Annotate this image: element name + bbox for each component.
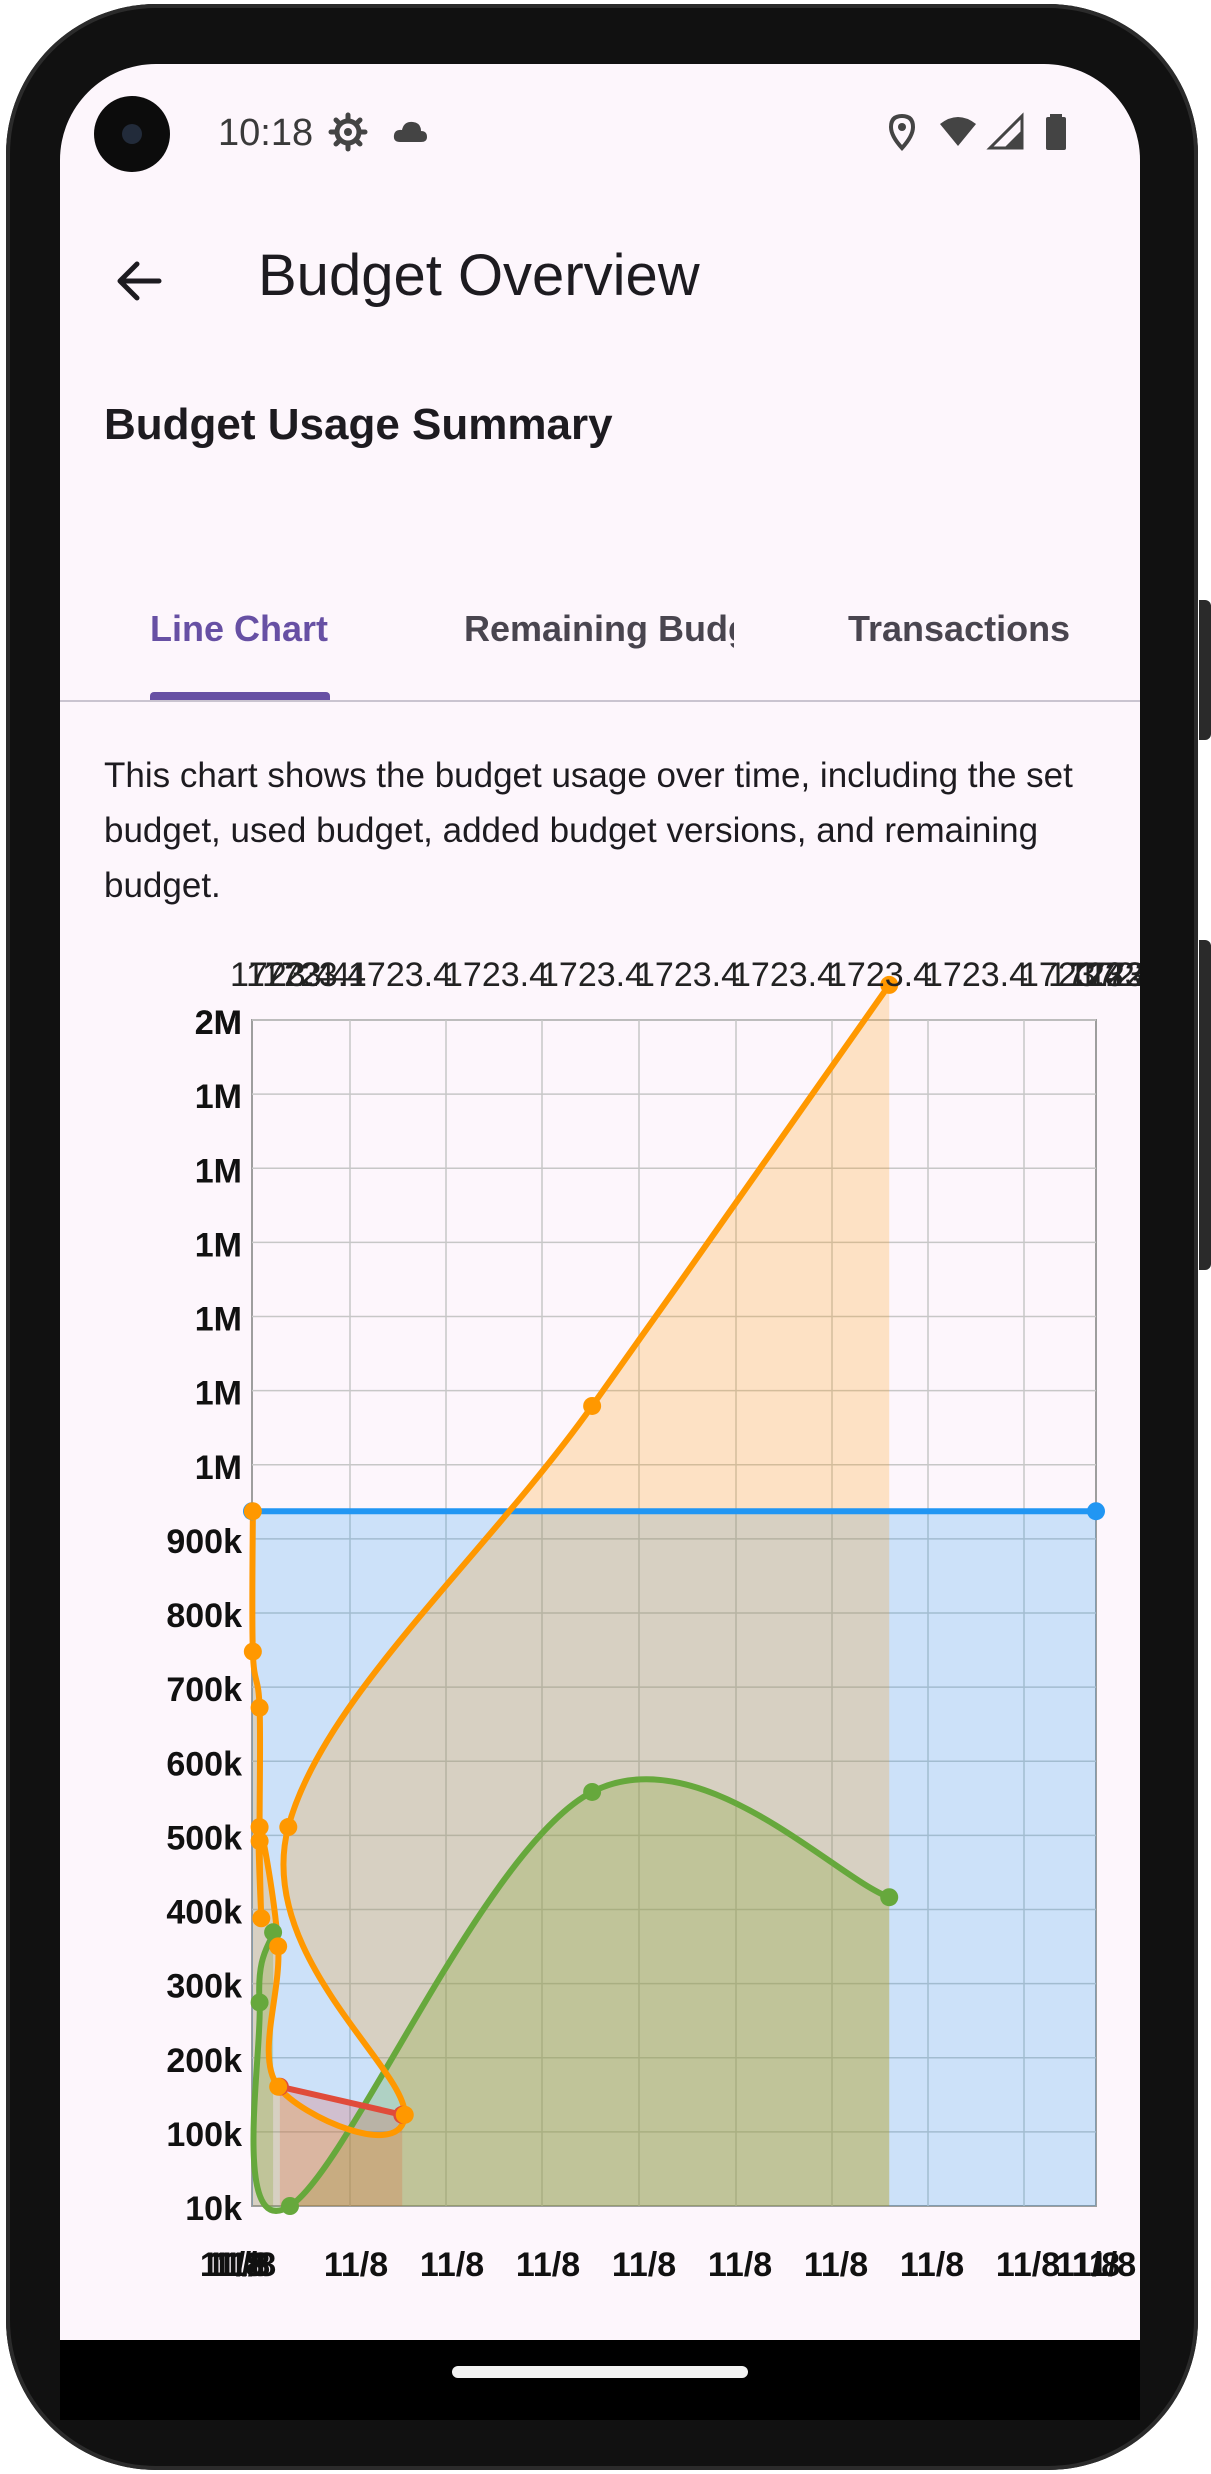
y-tick-label: 200k — [166, 2042, 242, 2080]
chart-data-points — [243, 975, 1105, 2215]
point-used_budget — [250, 1818, 269, 1837]
point-set_budget — [1087, 1502, 1105, 1521]
chart-series-lines — [249, 981, 1099, 2214]
chart-tick-labels: 10k 100k 200k 300k 400k 500k 600k 700k 800k 900k 1… — [166, 956, 1140, 2284]
x-tick-label: 11/8 — [1056, 2246, 1120, 2284]
cellular-signal-icon — [986, 112, 1024, 150]
point-used_budget — [250, 1698, 269, 1717]
x-tick-label: 11/8 — [200, 2246, 264, 2284]
active-tab-indicator — [150, 692, 330, 700]
front-camera — [94, 96, 170, 172]
point-used_budget — [880, 975, 899, 994]
point-used_budget — [250, 1832, 269, 1851]
section-title: Budget Usage Summary — [104, 400, 613, 449]
x-tick-label: 11/8 — [324, 2246, 388, 2284]
y-tick-label: 500k — [166, 1819, 242, 1857]
top-tick-label: 1723.4 — [444, 956, 548, 994]
y-tick-label: 900k — [166, 1523, 242, 1561]
top-tick-label: 1723.4 — [246, 956, 350, 994]
y-tick-label: 1M — [195, 1152, 242, 1190]
budget-line-chart: 10k 100k 200k 300k 400k 500k 600k 700k 800k 900k 1… — [166, 956, 1140, 2284]
x-tick-label: 11/8 — [900, 2246, 964, 2284]
top-tick-label: 1723.4 — [1048, 956, 1140, 994]
y-tick-label: 1M — [195, 1375, 242, 1413]
power-button — [1199, 600, 1211, 740]
chart-area-fills — [252, 984, 1096, 2211]
cloud-icon — [393, 121, 427, 142]
point-remaining_budget — [280, 2197, 299, 2215]
y-tick-label: 10k — [185, 2190, 242, 2228]
y-tick-label: 800k — [166, 1597, 242, 1635]
x-tick-label: 11/8 — [420, 2246, 484, 2284]
top-tick-label: 1723.4 — [230, 956, 334, 994]
area-used_budget — [252, 984, 890, 2206]
point-used_budget — [252, 1909, 271, 1928]
top-tick-label: 1723.4 — [828, 956, 932, 994]
area-set_budget — [252, 1511, 1096, 2206]
line-used_budget — [249, 981, 893, 2138]
top-tick-label: 1723.4 — [1020, 956, 1124, 994]
location-icon — [888, 113, 916, 151]
x-tick-label: 11/8 — [612, 2246, 676, 2284]
point-remaining_budget — [880, 1888, 899, 1907]
tab-remaining-budget[interactable]: Remaining Budget — [464, 608, 734, 649]
y-tick-label: 600k — [166, 1745, 242, 1783]
tab-line-chart[interactable]: Line Chart — [150, 608, 329, 649]
x-tick-label: 11/8 — [804, 2246, 868, 2284]
point-used_budget — [269, 2077, 288, 2096]
x-tick-label: 11/8 — [708, 2246, 772, 2284]
top-tick-label: 1723.4 — [1068, 956, 1140, 994]
status-time: 10:18 — [218, 112, 314, 154]
y-tick-label: 1M — [195, 1078, 242, 1116]
top-tick-label: 1723.4 — [732, 956, 836, 994]
point-used_budget — [243, 1642, 262, 1661]
top-tick-label: 1723.4 — [540, 956, 644, 994]
y-tick-label: 100k — [166, 2116, 242, 2154]
top-tick-label: 1723.4 — [924, 956, 1028, 994]
volume-button — [1199, 940, 1211, 1270]
home-indicator[interactable] — [452, 2366, 748, 2378]
point-remaining_budget — [264, 1923, 283, 1942]
line-added_budget — [276, 2083, 406, 2118]
point-used_budget — [269, 1937, 288, 1956]
point-remaining_budget — [250, 1993, 269, 2012]
x-tick-label: 11/8 — [212, 2246, 276, 2284]
point-used_budget — [583, 1396, 602, 1415]
bottom-bezel — [60, 2340, 1140, 2420]
arrow-back-icon — [117, 261, 162, 301]
tab-transactions[interactable]: Transactions — [848, 608, 1071, 649]
y-tick-label: 2M — [195, 1004, 242, 1042]
point-used_budget — [243, 1502, 262, 1521]
y-tick-label: 400k — [166, 1894, 242, 1932]
page-title: Budget Overview — [258, 243, 700, 308]
point-remaining_budget — [583, 1782, 602, 1801]
y-tick-label: 300k — [166, 1968, 242, 2006]
point-used_budget — [279, 1818, 298, 1837]
x-tick-label: 11/8 — [516, 2246, 580, 2284]
y-tick-label: 1M — [195, 1226, 242, 1264]
tab-bar: Line Chart Remaining Budget Transactions — [60, 564, 1140, 702]
top-tick-label: 1723.4 — [1078, 956, 1140, 994]
battery-icon — [1046, 114, 1066, 150]
point-used_budget — [395, 2105, 414, 2124]
top-tick-label: 1723.4 — [262, 956, 366, 994]
chart-description: This chart shows the budget usage over t… — [104, 756, 1073, 905]
area-remaining_budget — [253, 1779, 890, 2211]
settings-gear-icon — [328, 112, 368, 152]
y-tick-label: 1M — [195, 1449, 242, 1487]
back-button[interactable] — [104, 246, 174, 316]
x-tick-label: 11/8 — [1072, 2246, 1136, 2284]
top-tick-label: 1723.4 — [1088, 956, 1140, 994]
x-tick-label: 11/8 — [206, 2246, 270, 2284]
screen: 10:18 — [60, 64, 1140, 2340]
y-tick-label: 1M — [195, 1301, 242, 1339]
y-tick-label: 700k — [166, 1671, 242, 1709]
y-tick-label: 2M — [195, 1004, 242, 1042]
wifi-icon — [940, 117, 976, 146]
top-tick-label: 1723.4 — [348, 956, 452, 994]
x-tick-label: 11/8 — [996, 2246, 1060, 2284]
top-tick-label: 1723.4 — [636, 956, 740, 994]
